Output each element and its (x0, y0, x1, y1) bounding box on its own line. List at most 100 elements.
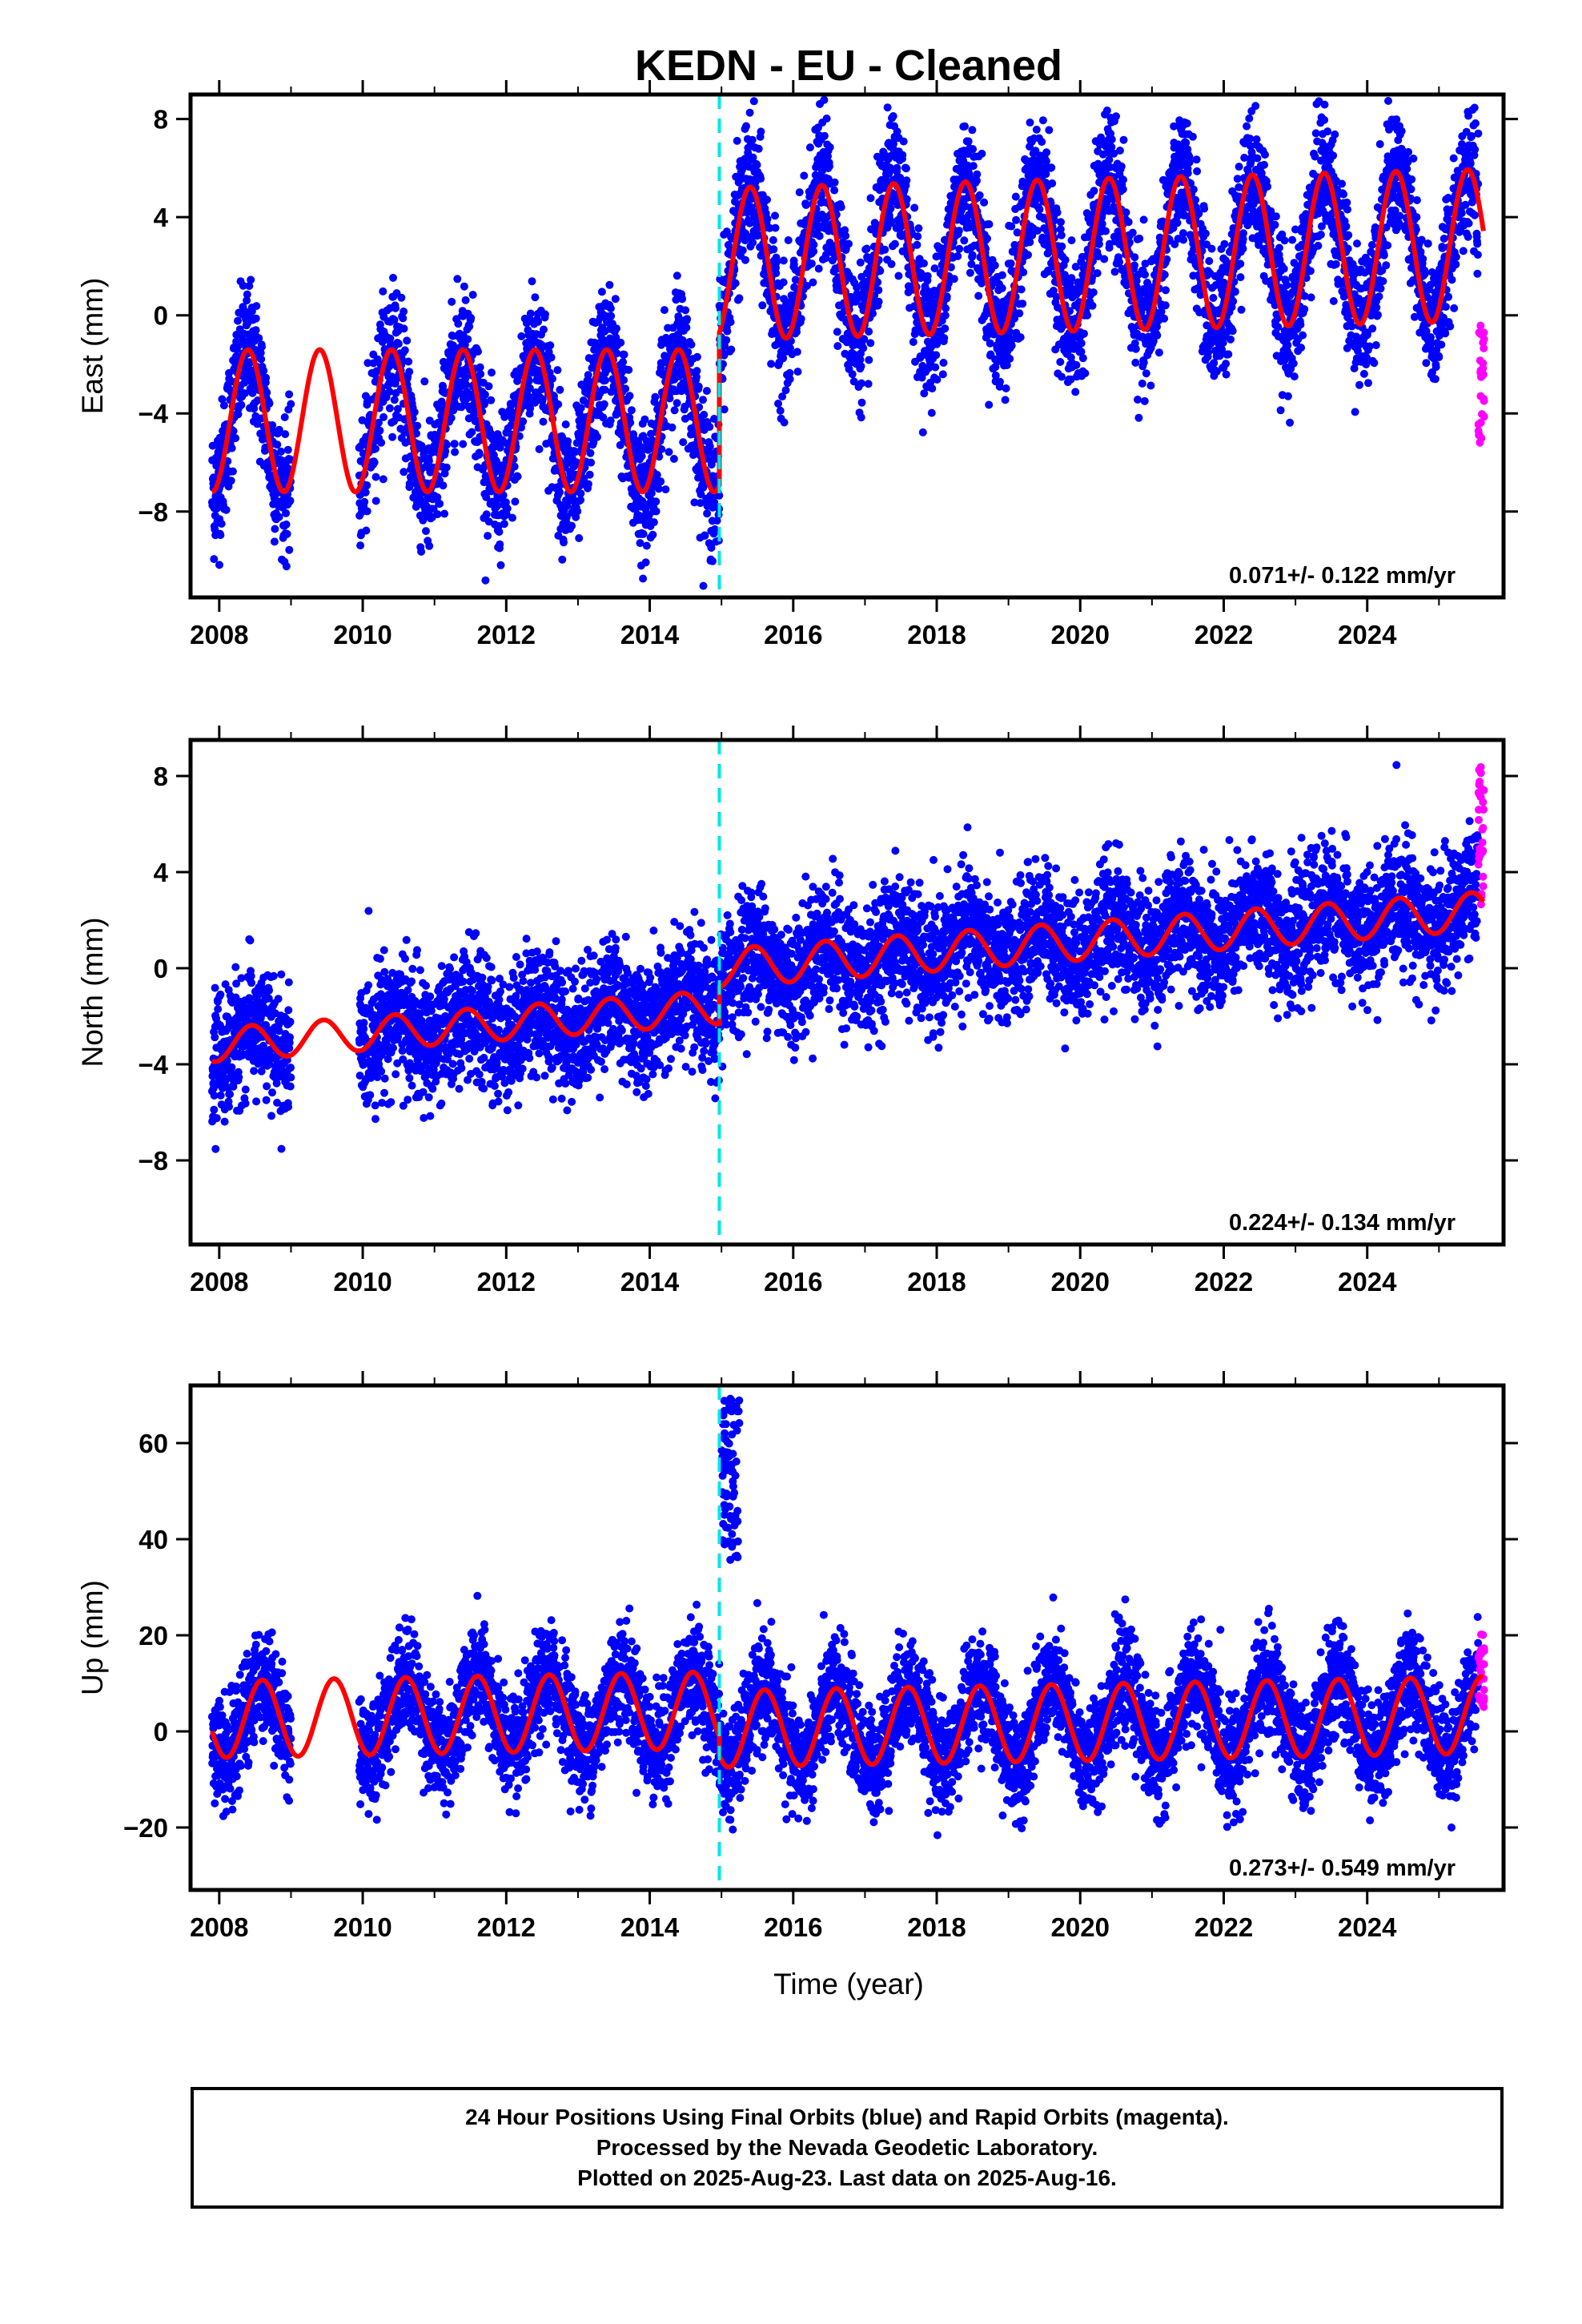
data-point (541, 310, 549, 319)
data-point (363, 507, 371, 516)
data-point (239, 281, 247, 290)
data-point (371, 444, 379, 453)
data-point (400, 346, 409, 355)
data-point (213, 504, 221, 513)
data-point (1026, 238, 1034, 247)
data-point (487, 487, 496, 496)
data-point (1026, 119, 1034, 127)
data-point (748, 135, 757, 144)
data-point (927, 408, 936, 417)
data-point (687, 340, 696, 349)
data-point (954, 227, 963, 235)
data-point (1102, 227, 1110, 235)
data-point (469, 411, 478, 420)
data-point (1056, 358, 1065, 366)
data-point (385, 404, 394, 412)
data-point (390, 396, 399, 404)
data-point (218, 395, 227, 404)
data-point (210, 555, 219, 564)
data-point (815, 231, 824, 240)
data-point (568, 521, 576, 530)
data-point (1071, 388, 1080, 396)
data-point (488, 368, 496, 377)
data-point (973, 170, 982, 179)
data-point (468, 428, 476, 436)
data-point (385, 388, 394, 396)
data-point (640, 415, 649, 424)
data-point (914, 224, 923, 233)
data-point (601, 376, 609, 384)
data-point (1193, 167, 1202, 175)
data-point (619, 358, 628, 366)
data-point (258, 343, 266, 351)
data-point (561, 420, 570, 428)
data-point (793, 348, 801, 356)
data-point (375, 426, 384, 435)
data-point (282, 509, 291, 517)
data-point (656, 477, 665, 486)
data-point (968, 126, 977, 135)
data-point (1090, 187, 1098, 195)
data-point (229, 427, 238, 436)
data-point (377, 438, 386, 447)
data-point (637, 452, 646, 460)
data-point (1002, 384, 1010, 392)
data-point (742, 122, 750, 131)
data-point (496, 444, 504, 452)
data-point (1098, 219, 1106, 228)
data-point (985, 220, 994, 228)
data-point (699, 396, 707, 404)
data-point (247, 275, 255, 284)
data-point (681, 306, 690, 315)
data-point (400, 308, 408, 316)
data-point (985, 400, 994, 409)
data-point (1124, 218, 1133, 227)
data-point (400, 324, 408, 333)
data-point (511, 497, 520, 506)
data-point (606, 304, 615, 313)
data-point (517, 332, 526, 340)
data-point (702, 387, 711, 396)
data-point (560, 538, 568, 547)
data-point (500, 520, 508, 529)
data-point (822, 115, 831, 123)
data-point (287, 400, 295, 408)
data-point (480, 390, 489, 399)
data-point (440, 469, 449, 478)
data-point (738, 246, 747, 255)
data-point (932, 351, 941, 360)
data-point (1201, 229, 1210, 238)
data-point (793, 368, 802, 376)
data-point (433, 510, 442, 519)
data-point (1182, 139, 1191, 147)
data-point (814, 264, 823, 273)
data-point (253, 396, 262, 404)
data-point (1160, 314, 1169, 323)
data-point (709, 557, 717, 565)
data-point (1107, 135, 1116, 144)
data-point (405, 480, 414, 488)
data-point (785, 375, 794, 384)
data-point (670, 406, 679, 415)
data-point (406, 472, 415, 481)
data-point (1016, 333, 1025, 342)
data-point (1122, 208, 1130, 217)
data-point (526, 309, 535, 318)
data-point (513, 472, 522, 480)
data-point (576, 404, 585, 412)
data-point (975, 191, 984, 199)
data-point (600, 400, 608, 408)
data-point (741, 255, 749, 264)
data-point (460, 282, 468, 291)
data-point (805, 143, 814, 152)
data-point (641, 558, 650, 567)
data-point (1188, 132, 1197, 141)
data-point (763, 215, 772, 223)
data-point (964, 137, 973, 146)
data-point (887, 259, 896, 268)
data-point (243, 296, 251, 305)
data-point (484, 532, 492, 541)
data-point (440, 509, 449, 518)
data-point (1161, 301, 1170, 310)
data-point (1131, 358, 1140, 367)
